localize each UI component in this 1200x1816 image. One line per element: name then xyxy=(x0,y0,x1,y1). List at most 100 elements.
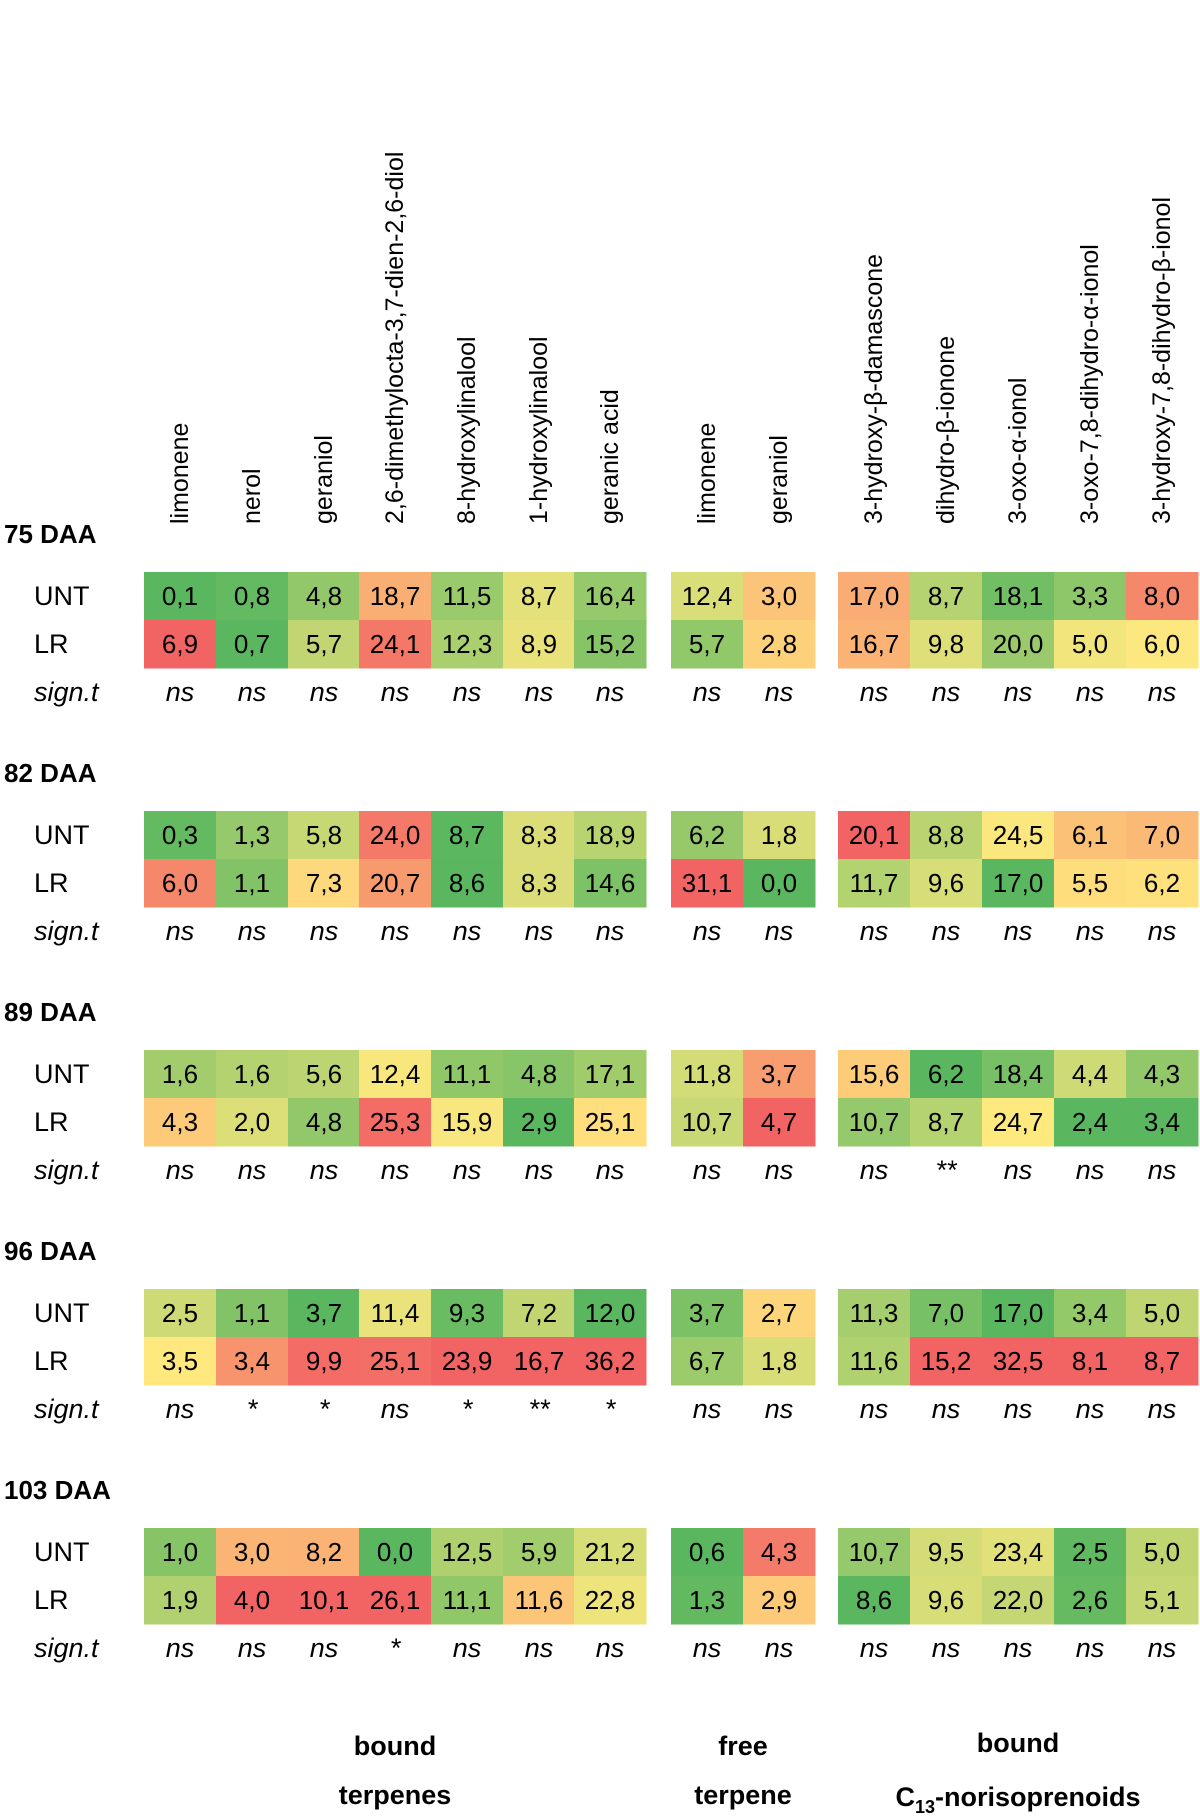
significance-mark: ns xyxy=(765,1155,794,1185)
cell-value: 22,8 xyxy=(585,1585,636,1615)
heat-cell xyxy=(144,811,217,860)
heat-cell xyxy=(574,1337,647,1386)
cell-value: 5,6 xyxy=(306,1059,342,1089)
heat-cell xyxy=(910,1528,983,1577)
heat-cell xyxy=(216,620,289,669)
significance-mark: ns xyxy=(765,916,794,946)
heat-cell xyxy=(216,1576,289,1625)
block-title: 75 DAA xyxy=(4,519,97,549)
heat-cell xyxy=(288,859,361,908)
heat-cell xyxy=(359,1576,432,1625)
cell-value: 12,0 xyxy=(585,1298,636,1328)
heat-cell xyxy=(503,1098,576,1147)
cell-value: 1,9 xyxy=(162,1585,198,1615)
row-label: UNT xyxy=(34,1537,90,1567)
significance-mark: ns xyxy=(932,1633,961,1663)
significance-mark: ns xyxy=(693,677,722,707)
cell-value: 4,8 xyxy=(521,1059,557,1089)
cell-value: 2,9 xyxy=(761,1585,797,1615)
cell-value: 15,2 xyxy=(921,1346,972,1376)
heat-cell xyxy=(671,1576,744,1625)
block-title: 82 DAA xyxy=(4,758,97,788)
sig-row-label: sign.t xyxy=(34,1633,100,1663)
cell-value: 20,7 xyxy=(370,868,421,898)
cell-value: 11,4 xyxy=(371,1298,420,1328)
significance-mark: ns xyxy=(860,1155,889,1185)
cell-value: 10,1 xyxy=(299,1585,350,1615)
row-label: LR xyxy=(34,1346,69,1376)
cell-value: 0,3 xyxy=(162,820,198,850)
significance-mark: ns xyxy=(310,677,339,707)
heat-cell xyxy=(671,1337,744,1386)
heat-cell xyxy=(1126,1528,1199,1577)
heat-cell xyxy=(216,1098,289,1147)
heat-cell xyxy=(743,1289,816,1338)
heat-cell xyxy=(982,859,1055,908)
cell-value: 6,7 xyxy=(689,1346,725,1376)
heat-cell xyxy=(431,1576,504,1625)
cell-value: 6,0 xyxy=(1144,629,1180,659)
cell-value: 12,5 xyxy=(442,1537,493,1567)
cell-value: 2,4 xyxy=(1072,1107,1108,1137)
cell-value: 8,2 xyxy=(306,1537,342,1567)
heat-cell xyxy=(1054,1050,1127,1099)
significance-mark: ns xyxy=(596,1633,625,1663)
heat-cell xyxy=(1054,1576,1127,1625)
cell-value: 24,7 xyxy=(993,1107,1044,1137)
heat-cell xyxy=(288,1337,361,1386)
cell-value: 2,6 xyxy=(1072,1585,1108,1615)
cell-value: 8,0 xyxy=(1144,581,1180,611)
cell-value: 22,0 xyxy=(993,1585,1044,1615)
heat-cell xyxy=(359,572,432,621)
cell-value: 9,5 xyxy=(928,1537,964,1567)
significance-mark: ns xyxy=(1076,1155,1105,1185)
significance-mark: ns xyxy=(453,1155,482,1185)
heat-cell xyxy=(743,620,816,669)
heat-cell xyxy=(216,1337,289,1386)
column-header: geranic acid xyxy=(596,389,624,524)
cell-value: 1,8 xyxy=(761,1346,797,1376)
heat-cell xyxy=(216,1289,289,1338)
cell-value: 9,9 xyxy=(306,1346,342,1376)
significance-mark: * xyxy=(390,1633,402,1663)
heat-cell xyxy=(431,1337,504,1386)
significance-mark: ns xyxy=(596,1155,625,1185)
cell-value: 17,0 xyxy=(993,868,1044,898)
cell-value: 4,3 xyxy=(162,1107,198,1137)
heat-cell xyxy=(216,572,289,621)
cell-value: 12,3 xyxy=(442,629,493,659)
heat-cell xyxy=(671,572,744,621)
row-label: LR xyxy=(34,1585,69,1615)
heat-cell xyxy=(431,1050,504,1099)
significance-mark: ns xyxy=(166,916,195,946)
heat-cell xyxy=(1126,811,1199,860)
heat-cell xyxy=(574,1576,647,1625)
cell-value: 1,6 xyxy=(162,1059,198,1089)
cell-value: 3,0 xyxy=(234,1537,270,1567)
significance-mark: ns xyxy=(1148,677,1177,707)
row-label: UNT xyxy=(34,1059,90,1089)
cell-value: 11,1 xyxy=(443,1059,492,1089)
column-header: geraniol xyxy=(765,435,793,524)
heat-cell xyxy=(910,811,983,860)
cell-value: 1,1 xyxy=(234,868,270,898)
cell-value: 6,0 xyxy=(162,868,198,898)
significance-mark: ns xyxy=(453,1633,482,1663)
significance-mark: ns xyxy=(693,1394,722,1424)
cell-value: 5,1 xyxy=(1144,1585,1180,1615)
significance-mark: ns xyxy=(596,677,625,707)
heat-cell xyxy=(743,859,816,908)
group-label-line2: terpene xyxy=(694,1780,792,1810)
cell-value: 1,3 xyxy=(689,1585,725,1615)
significance-mark: ns xyxy=(525,1155,554,1185)
cell-value: 8,7 xyxy=(449,820,485,850)
cell-value: 20,1 xyxy=(849,820,900,850)
column-header: nerol xyxy=(238,468,266,524)
cell-value: 0,7 xyxy=(234,629,270,659)
heat-cell xyxy=(910,859,983,908)
cell-value: 11,6 xyxy=(515,1585,564,1615)
heat-cell xyxy=(503,1576,576,1625)
heat-cell xyxy=(216,1050,289,1099)
heat-cell xyxy=(838,1576,911,1625)
cell-value: 12,4 xyxy=(370,1059,421,1089)
